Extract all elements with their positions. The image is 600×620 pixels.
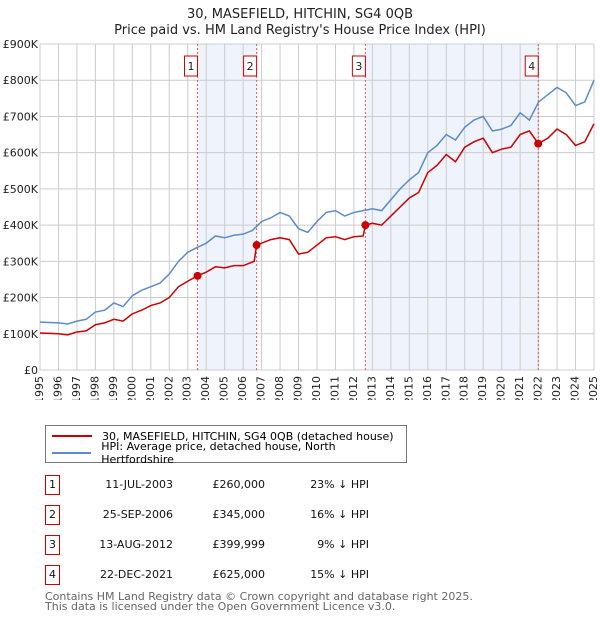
x-tick-label: 2012 (347, 376, 360, 400)
x-tick-label: 1997 (70, 376, 83, 400)
x-tick-label: 2010 (310, 376, 323, 400)
annotation-label: 2 (247, 60, 254, 73)
annotation-box (351, 55, 366, 77)
sale-row: 1 11-JUL-2003 £260,000 23% ↓ HPI (45, 475, 445, 495)
chart-subtitle: Price paid vs. HM Land Registry's House … (114, 23, 486, 38)
legend: 30, MASEFIELD, HITCHIN, SG4 0QB (detache… (45, 425, 407, 466)
annotation-label: 4 (528, 60, 535, 73)
y-tick-label: £400K (3, 219, 39, 232)
sale-point (361, 221, 370, 230)
sale-price: £260,000 (212, 478, 266, 491)
price-chart: 1995 1996 1997 1998 1999 2000 2001 2002 2003 2004… (3, 38, 600, 400)
x-tick-label: 2024 (569, 376, 582, 400)
x-tick-label: 1996 (51, 376, 64, 400)
legend-swatch-blue (52, 452, 92, 454)
x-tick-label: 2019 (476, 376, 489, 400)
legend-label: 30, MASEFIELD, HITCHIN, SG4 0QB (detache… (102, 429, 394, 443)
chart-title: 30, MASEFIELD, HITCHIN, SG4 0QB (186, 7, 414, 22)
footer-copyright: Contains HM Land Registry data © Crown c… (45, 590, 473, 603)
legend-item-hpi: HPI: Average price, detached house, Nort… (46, 440, 406, 466)
sale-date: 22-DEC-2021 (99, 568, 173, 581)
legend-item-property: 30, MASEFIELD, HITCHIN, SG4 0QB (detache… (46, 428, 394, 444)
x-tick-label: 2021 (513, 376, 526, 400)
y-tick-label: £600K (3, 147, 39, 160)
y-tick-label: £700K (3, 110, 39, 123)
annotation-box (524, 55, 539, 77)
sale-row: 4 22-DEC-2021 £625,000 15% ↓ HPI (45, 565, 445, 585)
y-tick-label: £100K (3, 328, 39, 341)
sale-point (534, 139, 543, 148)
x-tick-label: 2005 (218, 376, 231, 400)
annotation-box (243, 55, 258, 77)
sale-date: 11-JUL-2003 (105, 478, 173, 491)
y-tick-label: £300K (3, 255, 39, 268)
x-tick-label: 2025 (587, 376, 600, 400)
sale-row: 2 25-SEP-2006 £345,000 16% ↓ HPI (45, 505, 445, 525)
y-tick-label: £500K (3, 183, 39, 196)
x-tick-label: 2001 (144, 376, 157, 400)
shaded-period (365, 44, 539, 370)
y-tick-label: £900K (3, 38, 39, 51)
legend-swatch-red (52, 435, 92, 437)
y-tick-label: £200K (3, 292, 39, 305)
sale-marker: 3 (45, 535, 60, 555)
x-tick-label: 2000 (125, 376, 138, 400)
footer-licence: This data is licensed under the Open Gov… (45, 600, 396, 613)
legend-label: HPI: Average price, detached house, Nort… (101, 440, 336, 466)
x-tick-label: 2020 (495, 376, 508, 400)
x-tick-label: 1995 (33, 376, 46, 400)
annotation-label: 1 (188, 60, 195, 73)
x-tick-label: 2003 (181, 376, 194, 400)
shaded-period (197, 44, 257, 370)
series-line (39, 79, 595, 325)
x-tick-label: 1998 (88, 376, 101, 400)
sale-point (252, 241, 261, 250)
x-tick-label: 2009 (292, 376, 305, 400)
y-tick-label: £800K (3, 74, 39, 87)
series-line (39, 123, 595, 336)
y-tick-label: £0 (24, 364, 38, 377)
x-tick-label: 2017 (439, 376, 452, 400)
sale-row: 3 13-AUG-2012 £399,999 9% ↓ HPI (45, 535, 445, 555)
x-tick-label: 2011 (328, 376, 341, 400)
sale-hpi-diff: 16% ↓ HPI (310, 508, 369, 521)
sale-marker: 4 (45, 565, 60, 585)
x-tick-label: 2022 (532, 376, 545, 400)
x-tick-label: 2013 (365, 376, 378, 400)
sale-hpi-diff: 23% ↓ HPI (310, 478, 369, 491)
x-tick-label: 2016 (421, 376, 434, 400)
x-tick-label: 2018 (458, 376, 471, 400)
x-tick-label: 2004 (199, 376, 212, 400)
sale-point (193, 271, 202, 280)
sale-hpi-diff: 15% ↓ HPI (310, 568, 369, 581)
sale-marker: 1 (45, 475, 60, 495)
sale-price: £399,999 (212, 538, 266, 551)
annotation-label: 3 (355, 60, 362, 73)
x-tick-label: 2015 (402, 376, 415, 400)
sale-price: £345,000 (212, 508, 266, 521)
sale-price: £625,000 (212, 568, 266, 581)
x-tick-label: 2008 (273, 376, 286, 400)
sale-hpi-diff: 9% ↓ HPI (317, 538, 369, 551)
x-tick-label: 2023 (550, 376, 563, 400)
sale-date: 25-SEP-2006 (102, 508, 173, 521)
annotation-box (184, 55, 199, 77)
x-tick-label: 2006 (236, 376, 249, 400)
x-tick-label: 2002 (162, 376, 175, 400)
sale-marker: 2 (45, 505, 60, 525)
x-tick-label: 2007 (255, 376, 268, 400)
sale-date: 13-AUG-2012 (99, 538, 173, 551)
x-tick-label: 1999 (107, 376, 120, 400)
x-tick-label: 2014 (384, 376, 397, 400)
